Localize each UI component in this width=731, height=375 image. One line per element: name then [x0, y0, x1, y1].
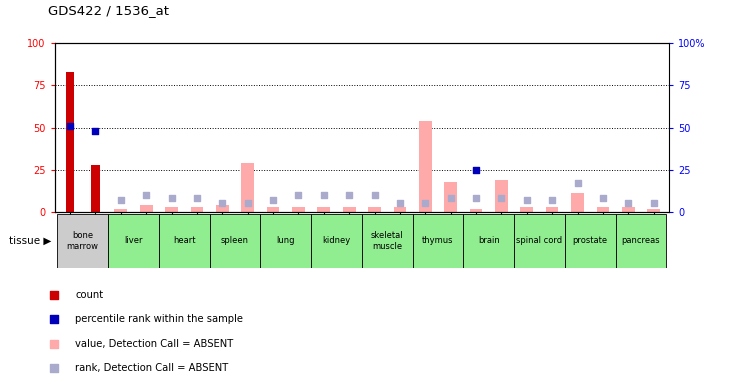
Text: heart: heart	[173, 237, 195, 246]
Point	[368, 192, 380, 198]
Bar	[260, 214, 311, 268]
Bar	[393, 207, 406, 212]
Point	[318, 192, 330, 198]
Text: thymus: thymus	[423, 237, 454, 246]
Point	[48, 292, 60, 298]
Bar	[311, 214, 362, 268]
Bar	[596, 207, 609, 212]
Bar	[520, 207, 533, 212]
Point	[166, 195, 178, 201]
Bar	[565, 214, 616, 268]
Bar	[165, 207, 178, 212]
Bar	[362, 214, 412, 268]
Text: kidney: kidney	[322, 237, 351, 246]
Bar	[343, 207, 355, 212]
Bar	[317, 207, 330, 212]
Point	[48, 341, 60, 347]
Point	[444, 195, 456, 201]
Text: spleen: spleen	[221, 237, 249, 246]
Point	[394, 200, 406, 206]
Point	[572, 180, 583, 186]
Bar	[66, 72, 75, 212]
Point	[292, 192, 304, 198]
Point	[622, 200, 634, 206]
Bar	[470, 209, 482, 212]
Bar	[463, 214, 514, 268]
Text: GDS422 / 1536_at: GDS422 / 1536_at	[48, 4, 169, 17]
Bar	[115, 209, 127, 212]
Text: liver: liver	[124, 237, 143, 246]
Bar	[91, 165, 100, 212]
Text: tissue ▶: tissue ▶	[9, 236, 51, 246]
Text: value, Detection Call = ABSENT: value, Detection Call = ABSENT	[75, 339, 234, 349]
Point	[64, 123, 76, 129]
Bar	[57, 214, 108, 268]
Point	[90, 128, 102, 134]
Bar	[210, 214, 260, 268]
Text: percentile rank within the sample: percentile rank within the sample	[75, 314, 243, 324]
Point	[496, 195, 507, 201]
Point	[344, 192, 355, 198]
Bar	[622, 207, 635, 212]
Text: count: count	[75, 290, 104, 300]
Bar	[419, 121, 431, 212]
Bar	[292, 207, 305, 212]
Bar	[647, 209, 660, 212]
Point	[268, 197, 279, 203]
Point	[420, 200, 431, 206]
Bar	[216, 205, 229, 212]
Text: brain: brain	[478, 237, 499, 246]
Bar	[191, 207, 203, 212]
Text: lung: lung	[276, 237, 295, 246]
Point	[115, 197, 126, 203]
Text: bone
marrow: bone marrow	[67, 231, 99, 251]
Point	[191, 195, 202, 201]
Bar	[616, 214, 667, 268]
Point	[140, 192, 152, 198]
Bar	[108, 214, 159, 268]
Point	[470, 166, 482, 172]
Bar	[495, 180, 508, 212]
Point	[597, 195, 609, 201]
Point	[521, 197, 533, 203]
Text: rank, Detection Call = ABSENT: rank, Detection Call = ABSENT	[75, 363, 229, 373]
Point	[242, 200, 254, 206]
Bar	[368, 207, 381, 212]
Bar	[241, 163, 254, 212]
Bar	[159, 214, 210, 268]
Bar	[546, 207, 558, 212]
Text: skeletal
muscle: skeletal muscle	[371, 231, 404, 251]
Point	[470, 195, 482, 201]
Bar	[514, 214, 565, 268]
Bar	[267, 207, 279, 212]
Point	[216, 200, 228, 206]
Text: pancreas: pancreas	[621, 237, 660, 246]
Bar	[412, 214, 463, 268]
Bar	[571, 194, 584, 212]
Bar	[444, 182, 457, 212]
Bar	[140, 205, 153, 212]
Point	[648, 200, 659, 206]
Point	[48, 316, 60, 322]
Text: spinal cord: spinal cord	[516, 237, 563, 246]
Point	[48, 365, 60, 371]
Point	[546, 197, 558, 203]
Text: prostate: prostate	[572, 237, 607, 246]
